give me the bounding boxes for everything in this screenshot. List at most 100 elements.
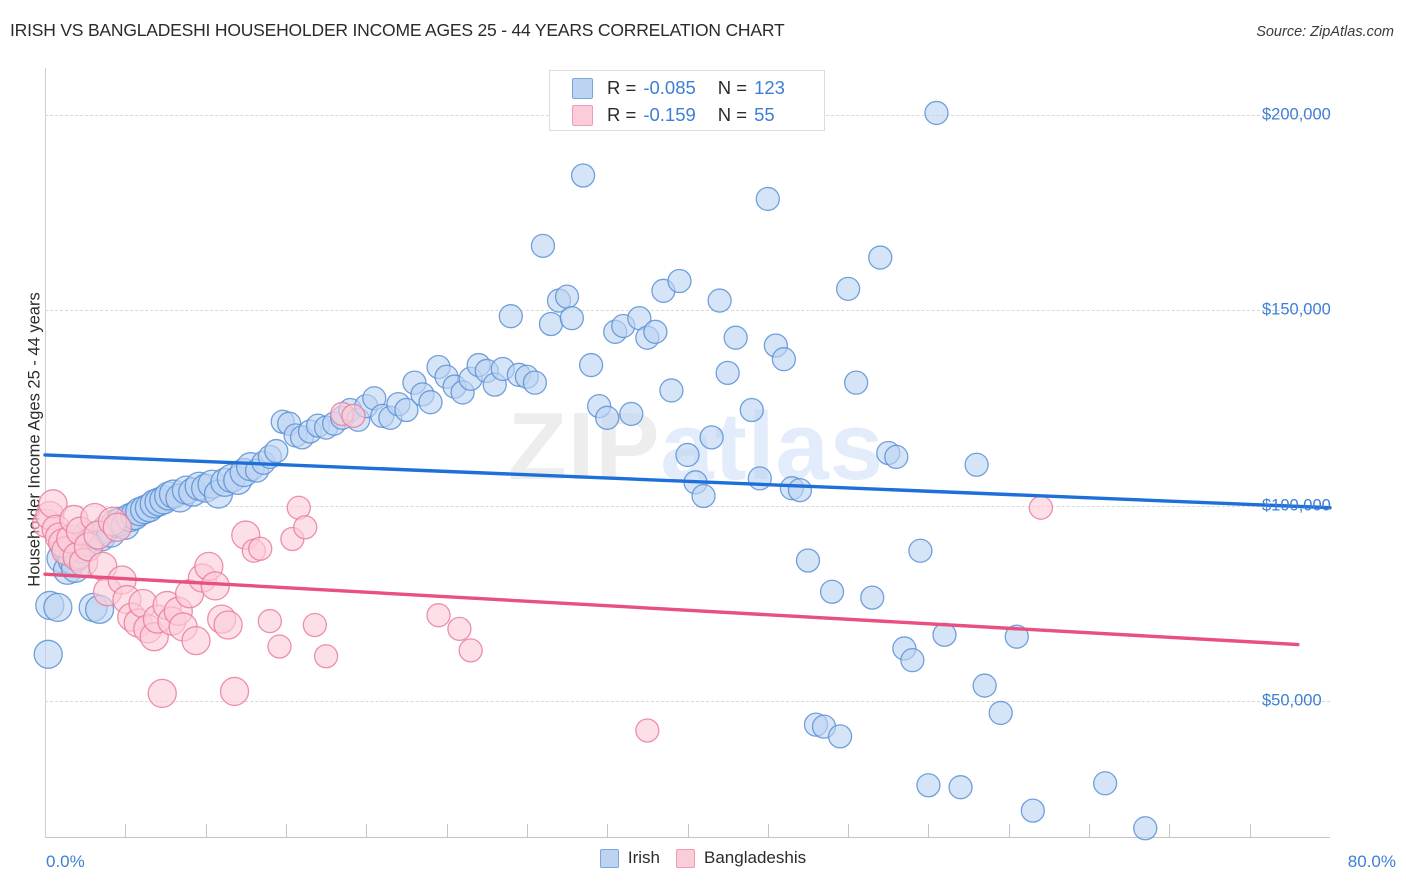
scatter-series-bangladeshis [31, 401, 1054, 743]
legend-n-value-irish: 123 [754, 77, 785, 98]
data-point[interactable] [667, 268, 692, 294]
series-swatch-bangladeshis [676, 848, 696, 868]
data-point[interactable] [964, 452, 989, 477]
data-point[interactable] [181, 625, 211, 656]
data-point[interactable] [819, 579, 845, 604]
data-point[interactable] [1133, 816, 1158, 841]
data-point[interactable] [884, 444, 909, 470]
x-axis-tick [446, 824, 448, 838]
series-label-bangladeshis: Bangladeshis [704, 848, 807, 867]
data-point[interactable] [447, 616, 472, 642]
x-axis-tick [125, 824, 127, 838]
legend-r-label-bangladeshis: R = [607, 104, 637, 125]
legend-n-value-bangladeshis: 55 [754, 104, 775, 125]
data-point[interactable] [795, 548, 821, 573]
data-point[interactable] [643, 319, 668, 344]
data-point[interactable] [900, 648, 925, 673]
data-point[interactable] [723, 325, 748, 350]
page-title: IRISH VS BANGLADESHI HOUSEHOLDER INCOME … [10, 20, 785, 40]
data-point[interactable] [1092, 771, 1118, 796]
x-axis-tick [928, 824, 930, 838]
data-point[interactable] [418, 390, 443, 415]
y-axis-tick-label: $200,000 [1262, 105, 1331, 124]
data-point[interactable] [257, 608, 283, 634]
x-axis-tick [848, 824, 850, 838]
trendline-irish [43, 453, 1332, 510]
data-point[interactable] [570, 163, 596, 188]
data-point[interactable] [675, 442, 700, 468]
gridline [45, 701, 1330, 703]
x-axis-tick [1169, 824, 1171, 838]
data-point[interactable] [102, 512, 132, 542]
data-point[interactable] [264, 438, 289, 464]
y-axis-tick-label: $50,000 [1262, 691, 1322, 710]
data-point[interactable] [578, 352, 604, 378]
data-point[interactable] [147, 678, 177, 709]
data-point[interactable] [707, 288, 732, 313]
data-point[interactable] [908, 538, 933, 563]
data-point[interactable] [659, 378, 684, 403]
data-point[interactable] [313, 644, 339, 669]
legend-swatch-bangladeshis [572, 104, 593, 126]
legend-n-label-irish: N = [717, 77, 748, 98]
data-point[interactable] [699, 425, 724, 450]
x-axis-tick [687, 824, 689, 838]
x-axis-tick [607, 824, 609, 838]
data-point[interactable] [739, 397, 764, 423]
data-point[interactable] [948, 775, 973, 800]
data-point[interactable] [219, 676, 250, 707]
data-point[interactable] [635, 718, 660, 743]
data-point[interactable] [916, 773, 941, 798]
data-point[interactable] [293, 515, 318, 540]
x-axis-tick [1089, 824, 1091, 838]
data-point[interactable] [924, 100, 949, 126]
data-point[interactable] [835, 276, 861, 301]
legend-n-label-bangladeshis: N = [717, 104, 748, 125]
data-point[interactable] [868, 245, 893, 270]
x-axis-tick [1249, 824, 1251, 838]
series-legend: Irish Bangladeshis [0, 848, 1406, 868]
data-point[interactable] [302, 612, 328, 638]
data-point[interactable] [844, 370, 869, 395]
data-point[interactable] [715, 360, 740, 386]
x-axis-tick [526, 824, 528, 838]
data-point[interactable] [988, 700, 1013, 726]
legend-swatch-irish [572, 77, 593, 99]
data-point[interactable] [394, 397, 419, 423]
correlation-legend: R = -0.085 N = 123 R = -0.159 N = 55 [549, 70, 825, 131]
data-point[interactable] [755, 186, 780, 212]
series-legend-item-irish[interactable]: Irish [599, 848, 660, 868]
legend-r-label-irish: R = [607, 77, 637, 98]
x-axis-tick [205, 824, 207, 838]
x-axis-min-label: 0.0% [46, 852, 85, 871]
series-legend-item-bangladeshis[interactable]: Bangladeshis [676, 848, 806, 868]
legend-row-irish: R = -0.085 N = 123 [572, 75, 785, 101]
data-point[interactable] [771, 347, 797, 372]
data-point[interactable] [267, 634, 292, 659]
data-point[interactable] [595, 405, 620, 430]
data-point[interactable] [43, 592, 73, 623]
data-point[interactable] [559, 306, 584, 331]
data-point[interactable] [860, 585, 885, 610]
scatter-layer [31, 100, 1158, 841]
data-point[interactable] [458, 638, 483, 663]
gridline [45, 505, 1330, 507]
legend-row-bangladeshis: R = -0.159 N = 55 [572, 102, 775, 128]
data-point[interactable] [1004, 624, 1029, 649]
data-point[interactable] [498, 304, 523, 329]
data-point[interactable] [530, 233, 556, 258]
data-point[interactable] [248, 536, 273, 561]
data-point[interactable] [619, 401, 644, 427]
data-point[interactable] [213, 610, 243, 640]
data-point[interactable] [426, 603, 451, 628]
data-point[interactable] [972, 673, 997, 698]
data-point[interactable] [522, 370, 548, 395]
data-point[interactable] [691, 483, 716, 509]
data-point[interactable] [33, 639, 63, 669]
data-point[interactable] [1020, 798, 1045, 823]
legend-r-value-bangladeshis: -0.159 [643, 104, 696, 125]
data-point[interactable] [827, 724, 853, 749]
data-point[interactable] [341, 403, 366, 429]
x-axis-tick [1008, 824, 1010, 838]
